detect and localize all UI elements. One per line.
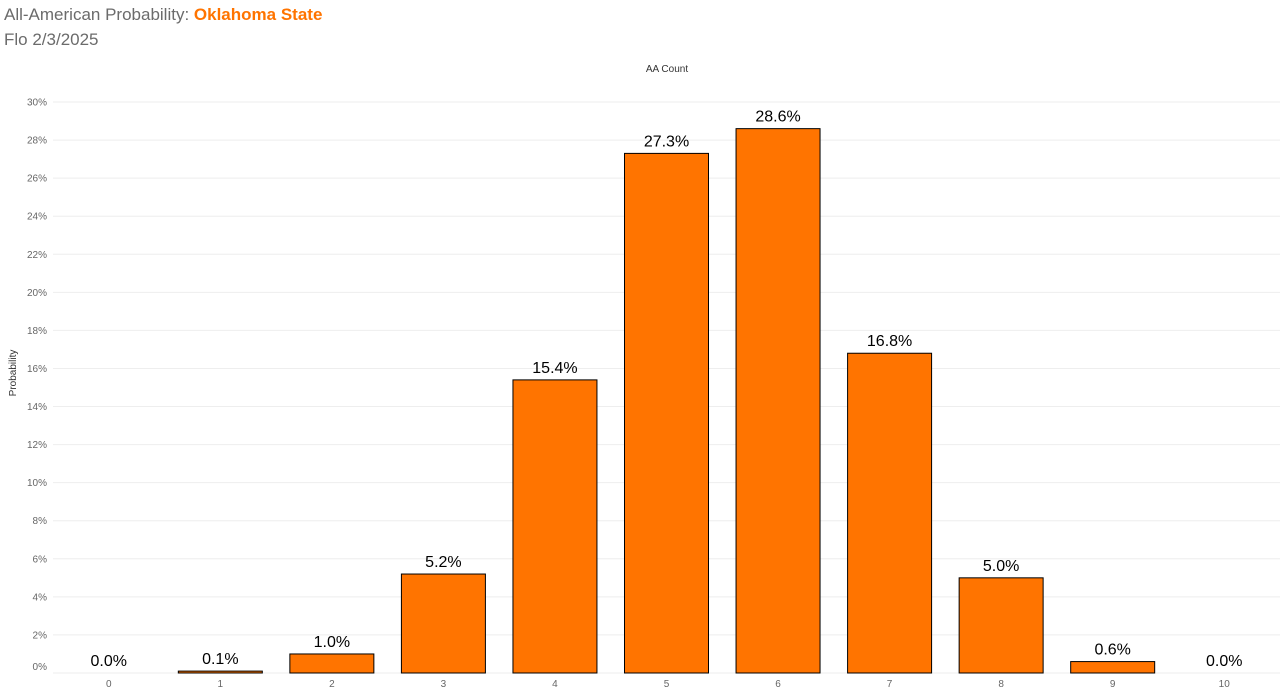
y-tick-label: 18% [27, 326, 47, 337]
x-tick-label: 1 [218, 679, 224, 690]
page-subtitle: Flo 2/3/2025 [4, 30, 99, 49]
x-tick-label: 10 [1219, 679, 1231, 690]
x-tick-label: 2 [329, 679, 335, 690]
bar-value-label: 15.4% [532, 360, 577, 377]
y-tick-label: 10% [27, 478, 47, 489]
x-tick-label: 3 [441, 679, 447, 690]
bar-value-label: 5.2% [425, 554, 461, 571]
x-tick-label: 6 [775, 679, 781, 690]
y-tick-label: 4% [33, 592, 48, 603]
bar [847, 352, 933, 674]
bar [177, 670, 263, 674]
y-tick-label: 12% [27, 440, 47, 451]
y-tick-label: 26% [27, 174, 47, 185]
bar-value-labels: 0.0% 0.1% 1.0% 5.2% 15.4% 27.3% 28.6% 16.8% 5.0%… [91, 109, 1243, 670]
y-tick-labels: 0% 2% 4% 6% 8% 10% 12% 14% 16% 18% 20% 22% 24% 26% 28%… [27, 98, 47, 674]
y-tick-label: 16% [27, 364, 47, 375]
y-tick-label: 6% [33, 554, 48, 565]
bars [177, 128, 1156, 674]
bar [624, 152, 709, 674]
bar-value-label: 0.6% [1094, 642, 1130, 659]
bar-value-label: 16.8% [867, 333, 912, 350]
x-tick-label: 8 [998, 679, 1004, 690]
bar [735, 128, 821, 674]
title-prefix: All-American Probability: [4, 5, 194, 24]
page-title: All-American Probability: Oklahoma State [4, 5, 322, 25]
x-tick-label: 9 [1110, 679, 1116, 690]
bar [1070, 661, 1156, 674]
y-tick-label: 22% [27, 250, 47, 261]
bar-value-label: 0.1% [202, 651, 238, 668]
y-tick-label: 14% [27, 402, 47, 413]
bar-value-label: 0.0% [1206, 653, 1242, 670]
y-tick-label: 2% [33, 630, 48, 641]
y-tick-label: 20% [27, 288, 47, 299]
x-tick-labels: 0 1 2 3 4 5 6 7 8 9 10 [106, 679, 1230, 690]
x-tick-label: 5 [664, 679, 670, 690]
bar-value-label: 0.0% [91, 653, 127, 670]
x-tick-label: 7 [887, 679, 893, 690]
chart-title: AA Count [646, 64, 688, 75]
x-tick-label: 4 [552, 679, 558, 690]
bar [512, 379, 598, 674]
x-tick-label: 0 [106, 679, 112, 690]
bar-value-label: 5.0% [983, 558, 1019, 575]
bar [958, 577, 1044, 674]
title-team-name: Oklahoma State [193, 5, 323, 24]
bar-value-label: 28.6% [755, 109, 800, 126]
y-axis-label: Probability [8, 350, 19, 397]
bar-value-label: 27.3% [644, 133, 689, 150]
bar [400, 573, 486, 674]
bar-value-label: 1.0% [314, 634, 350, 651]
y-tick-label: 30% [27, 98, 47, 109]
y-tick-label: 24% [27, 212, 47, 223]
bar [289, 653, 375, 674]
y-tick-label: 28% [27, 136, 47, 147]
y-tick-label: 0% [33, 662, 48, 673]
y-tick-label: 8% [33, 516, 48, 527]
